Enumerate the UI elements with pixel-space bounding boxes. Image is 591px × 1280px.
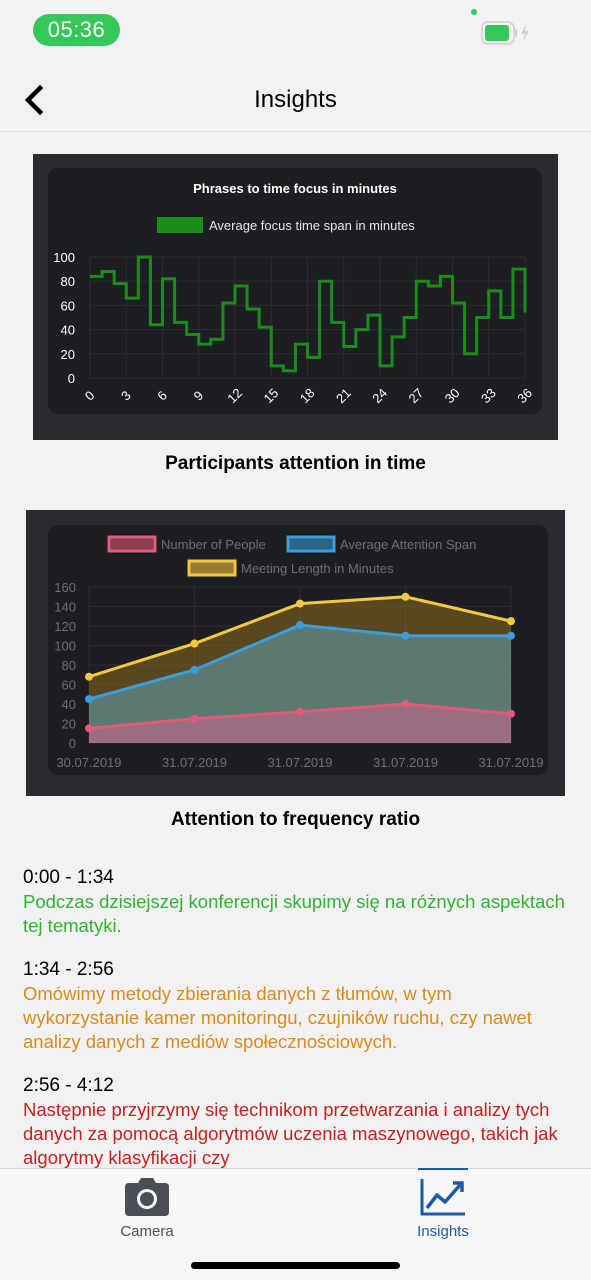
y-tick-label: 100 bbox=[53, 250, 75, 265]
segment-text: Omówimy metody zbierania danych z tłumów… bbox=[23, 983, 532, 1052]
legend-label[interactable]: Number of People bbox=[161, 537, 266, 552]
chart-plot-panel bbox=[48, 168, 542, 414]
back-chevron-icon[interactable] bbox=[18, 82, 50, 118]
x-tick-label: 31.07.2019 bbox=[162, 755, 227, 770]
attention-frequency-chart: Number of People Average Attention Span Me… bbox=[26, 510, 565, 796]
series-point[interactable] bbox=[190, 665, 199, 674]
segment-text: Następnie przyjrzymy się technikom przet… bbox=[23, 1099, 558, 1168]
y-tick-label: 100 bbox=[54, 639, 76, 654]
y-tick-label: 80 bbox=[62, 658, 76, 673]
transcript-list[interactable]: 0:00 - 1:34 Podczas dzisiejszej konferen… bbox=[23, 866, 568, 1168]
focus-time-chart: Phrases to time focus in minutes Average… bbox=[33, 154, 558, 440]
series-point[interactable] bbox=[190, 714, 199, 723]
segment-text: Podczas dzisiejszej konferencji skupimy … bbox=[23, 891, 565, 936]
x-tick-label: 31.07.2019 bbox=[267, 755, 332, 770]
status-time[interactable]: 05:36 bbox=[33, 14, 120, 46]
transcript-segment: 0:00 - 1:34 Podczas dzisiejszej konferen… bbox=[23, 866, 568, 938]
legend-label[interactable]: Average Attention Span bbox=[340, 537, 476, 552]
navigation-bar: Insights bbox=[0, 62, 591, 132]
status-bar: 05:36 bbox=[0, 0, 591, 62]
legend-swatch[interactable] bbox=[187, 559, 237, 577]
focus-series-line bbox=[90, 255, 527, 373]
series-point[interactable] bbox=[507, 709, 515, 718]
y-tick-label: 40 bbox=[61, 323, 75, 338]
chart-caption-attention: Participants attention in time bbox=[165, 453, 426, 474]
y-tick-label: 60 bbox=[61, 298, 75, 313]
series-point[interactable] bbox=[85, 672, 93, 681]
y-tick-label: 80 bbox=[61, 274, 75, 289]
home-indicator bbox=[191, 1262, 400, 1269]
transcript-segment: 1:34 - 2:56 Omówimy metody zbierania dan… bbox=[23, 958, 568, 1054]
series-point[interactable] bbox=[296, 707, 304, 716]
x-tick-label: 31.07.2019 bbox=[373, 755, 438, 770]
segment-time: 1:34 - 2:56 bbox=[23, 959, 114, 980]
y-tick-label: 160 bbox=[54, 580, 76, 595]
tab-bar: Camera Insights bbox=[0, 1168, 591, 1280]
x-tick-label: 31.07.2019 bbox=[478, 755, 543, 770]
chart-line-icon bbox=[420, 1179, 465, 1216]
y-tick-label: 120 bbox=[54, 619, 76, 634]
segment-time: 2:56 - 4:12 bbox=[23, 1075, 114, 1096]
series-area bbox=[89, 704, 511, 743]
legend-swatch[interactable] bbox=[286, 535, 336, 553]
series-point[interactable] bbox=[85, 724, 93, 733]
legend-label[interactable]: Meeting Length in Minutes bbox=[241, 561, 394, 576]
battery-charging-icon bbox=[481, 21, 529, 45]
y-tick-label: 0 bbox=[69, 736, 76, 751]
series-point[interactable] bbox=[401, 631, 410, 640]
legend-label-focus[interactable]: Average focus time span in minutes bbox=[209, 218, 415, 233]
tab-active-indicator bbox=[418, 1168, 468, 1170]
series-point[interactable] bbox=[507, 617, 515, 626]
chart-title: Phrases to time focus in minutes bbox=[193, 181, 397, 196]
legend-swatch[interactable] bbox=[107, 535, 157, 553]
transcript-segment: 2:56 - 4:12 Następnie przyjrzymy się tec… bbox=[23, 1074, 568, 1168]
series-point[interactable] bbox=[296, 599, 304, 608]
series-point[interactable] bbox=[401, 592, 410, 601]
page-title: Insights bbox=[254, 86, 337, 113]
tab-insights-label: Insights bbox=[417, 1223, 469, 1240]
series-point[interactable] bbox=[507, 631, 515, 640]
y-tick-label: 20 bbox=[62, 717, 76, 732]
y-tick-label: 40 bbox=[62, 697, 76, 712]
segment-time: 0:00 - 1:34 bbox=[23, 867, 114, 888]
series-point[interactable] bbox=[85, 695, 93, 704]
camera-icon bbox=[125, 1178, 169, 1216]
tab-camera-label: Camera bbox=[120, 1223, 174, 1240]
y-tick-label: 140 bbox=[54, 600, 76, 615]
legend-swatch-focus[interactable] bbox=[157, 217, 203, 233]
y-tick-label: 60 bbox=[62, 678, 76, 693]
series-point[interactable] bbox=[401, 700, 410, 708]
tab-camera[interactable]: Camera bbox=[72, 1177, 222, 1240]
series-point[interactable] bbox=[190, 639, 199, 648]
series-point[interactable] bbox=[296, 621, 304, 630]
recording-dot-icon bbox=[471, 9, 477, 15]
chart-caption-ratio: Attention to frequency ratio bbox=[170, 809, 421, 830]
x-tick-label: 30.07.2019 bbox=[56, 755, 121, 770]
y-tick-label: 0 bbox=[68, 371, 75, 386]
y-tick-label: 20 bbox=[61, 347, 75, 362]
tab-insights[interactable]: Insights bbox=[368, 1177, 518, 1240]
